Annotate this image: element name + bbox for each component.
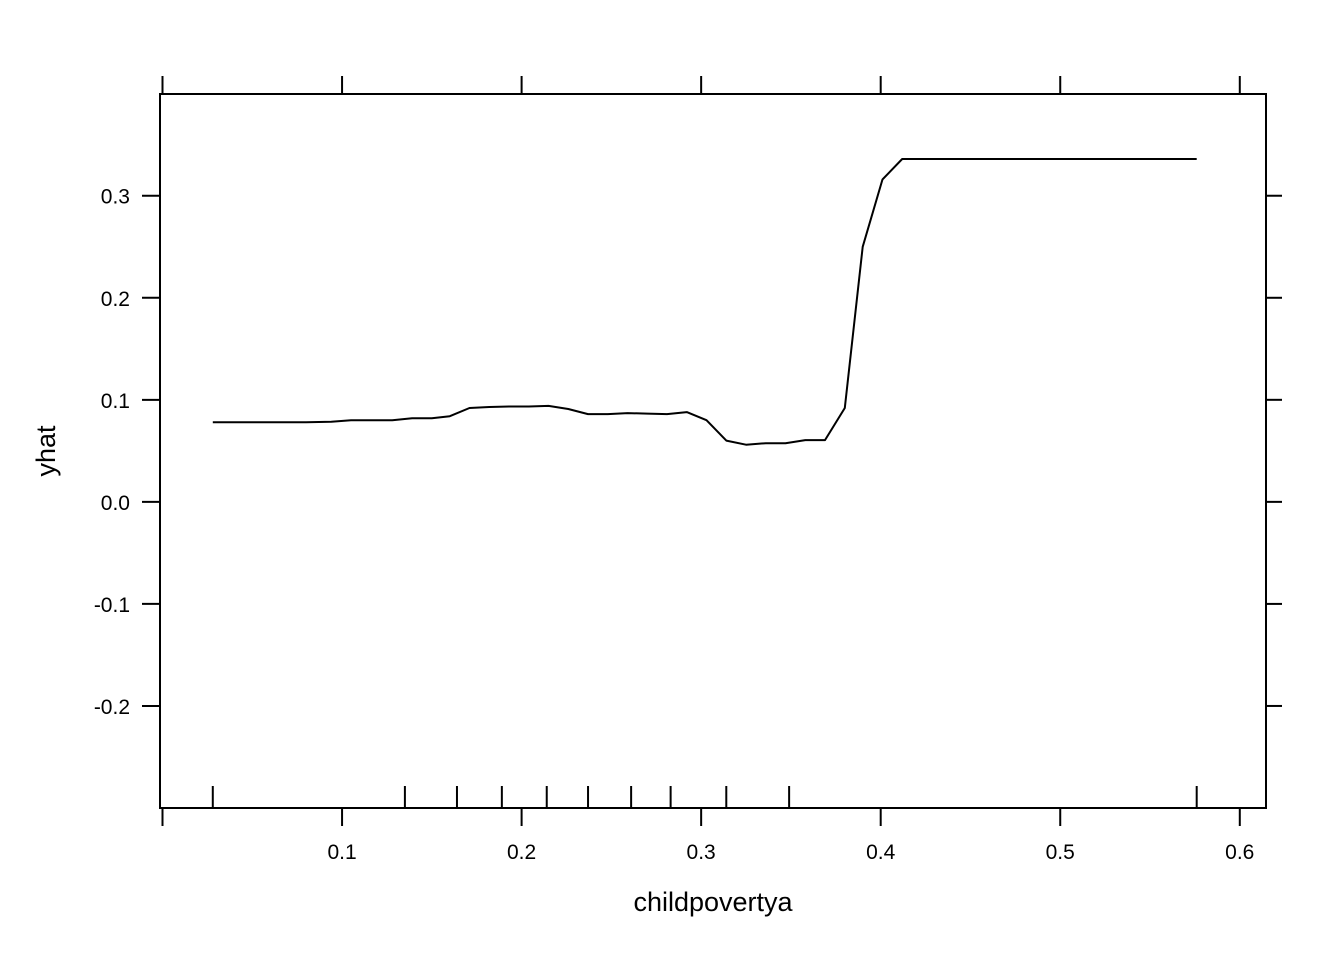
x-axis: 0.1 0.2 0.3 0.4 0.5 0.6 (161, 76, 1254, 864)
x-tick-label: 0.5 (1046, 841, 1075, 864)
plot-frame (159, 93, 1267, 809)
y-tick-label: 0.3 (101, 186, 130, 209)
x-tick-label: 0.2 (507, 841, 536, 864)
x-tick-label: 0.1 (327, 841, 356, 864)
rug-marks (211, 786, 1198, 808)
y-axis-title: yhat (31, 425, 61, 477)
y-tick-label: 0.2 (101, 288, 130, 311)
yhat-series-line (212, 158, 1197, 446)
x-tick-label: 0.3 (687, 841, 716, 864)
y-axis: -0.2 -0.1 0.0 0.1 0.2 0.3 (94, 186, 1282, 719)
y-tick-label: -0.2 (94, 696, 130, 719)
y-tick-label: 0.0 (101, 492, 130, 515)
x-tick-label: 0.4 (866, 841, 896, 864)
x-tick-label: 0.6 (1225, 841, 1254, 864)
y-tick-label: -0.1 (94, 594, 130, 617)
y-tick-label: 0.1 (101, 390, 130, 413)
x-axis-title: childpovertya (633, 887, 793, 917)
